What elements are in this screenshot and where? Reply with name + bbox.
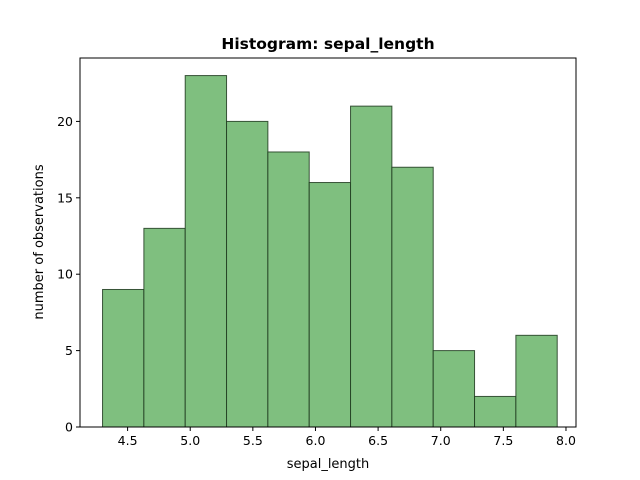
y-tick-label: 10 [57, 267, 73, 282]
x-tick-label: 6.0 [306, 433, 326, 448]
histogram-bar [184, 75, 228, 428]
histogram-bar [515, 334, 558, 428]
x-axis-label: sepal_length [287, 457, 370, 472]
x-tick-label: 7.5 [493, 433, 513, 448]
bars-group [102, 75, 558, 428]
plot-frame [79, 57, 577, 428]
x-tick-label: 5.5 [243, 433, 263, 448]
y-tick-label: 15 [57, 190, 73, 205]
y-axis-label: number of observations [32, 164, 47, 319]
y-tick-label: 0 [65, 420, 73, 435]
histogram-bar [102, 288, 145, 428]
histogram-bar [226, 120, 269, 428]
histogram-bar [391, 166, 434, 428]
histogram-bar [350, 105, 393, 428]
histogram-bar [308, 182, 352, 428]
x-tick-label: 6.5 [368, 433, 388, 448]
x-tick-label: 7.0 [431, 433, 451, 448]
histogram-bar [432, 350, 476, 428]
y-axis-ticks: 0 5 10 15 20 [57, 114, 80, 435]
x-tick-label: 8.0 [556, 433, 576, 448]
y-tick-label: 20 [57, 114, 73, 129]
chart-title: Histogram: sepal_length [221, 35, 434, 53]
x-axis-ticks: 4.5 5.0 5.5 6.0 6.5 7.0 7.5 8.0 [118, 427, 576, 448]
histogram-bar [474, 395, 517, 428]
y-tick-label: 5 [65, 343, 73, 358]
histogram-bar [143, 227, 186, 428]
x-tick-label: 5.0 [180, 433, 200, 448]
x-tick-label: 4.5 [118, 433, 138, 448]
histogram-bar [267, 151, 310, 428]
